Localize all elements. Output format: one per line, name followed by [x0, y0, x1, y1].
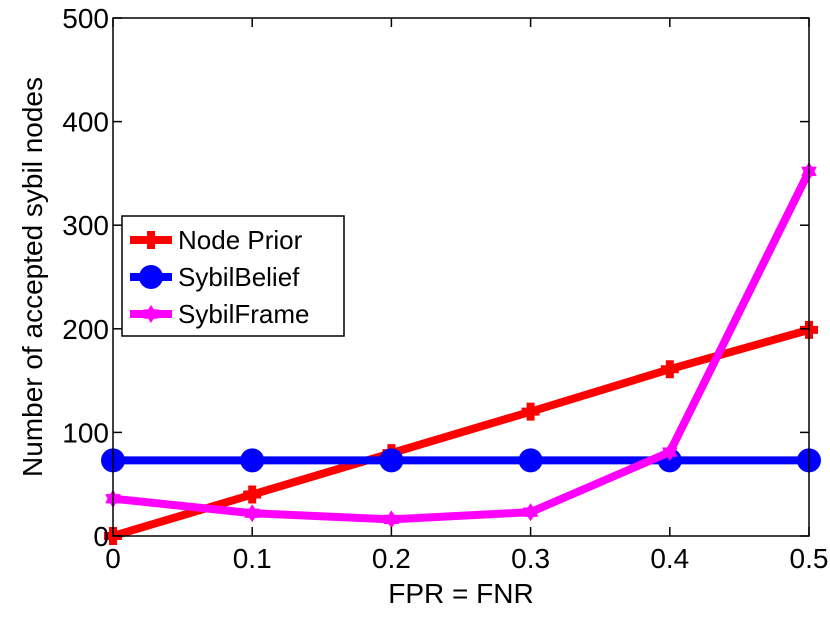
legend: Node Prior SybilBelief SybilFrame [121, 215, 345, 337]
legend-item: SybilBelief [130, 262, 300, 292]
x-tick-label: 0.2 [372, 543, 411, 574]
y-tick-label: 100 [62, 417, 109, 448]
x-tick-label: 0.4 [650, 543, 689, 574]
data-point [518, 448, 543, 473]
legend-swatch-marker [139, 265, 163, 289]
x-tick-label: 0.5 [790, 543, 829, 574]
data-point [243, 485, 262, 504]
data-point [522, 503, 539, 522]
legend-label: SybilFrame [178, 299, 309, 329]
legend-swatch-marker [142, 231, 160, 249]
data-point [521, 402, 540, 421]
data-point [660, 360, 679, 379]
plot-area-frame [112, 17, 810, 537]
series-line [111, 325, 811, 540]
y-tick-label: 0 [93, 521, 109, 552]
y-axis-label: Number of accepted sybil nodes [17, 77, 48, 477]
y-tick-label: 400 [62, 107, 109, 138]
x-tick-label: 0.1 [233, 543, 272, 574]
x-axis-label: FPR = FNR [388, 578, 533, 609]
data-point [662, 443, 678, 462]
data-point [244, 504, 260, 523]
legend-swatch-marker [143, 305, 159, 323]
legend-item: SybilFrame [130, 299, 309, 329]
x-tick-label: 0 [105, 543, 121, 574]
legend-label: SybilBelief [178, 262, 300, 292]
x-tick-label: 0.3 [511, 543, 550, 574]
data-point [383, 510, 400, 529]
data-point [379, 448, 404, 473]
legend-label: Node Prior [178, 225, 303, 255]
y-tick-label: 200 [62, 314, 109, 345]
y-tick-label: 300 [62, 210, 109, 241]
data-point [240, 448, 265, 473]
series-line [112, 169, 813, 524]
legend-item: Node Prior [130, 225, 303, 255]
y-tick-label: 500 [62, 3, 109, 34]
